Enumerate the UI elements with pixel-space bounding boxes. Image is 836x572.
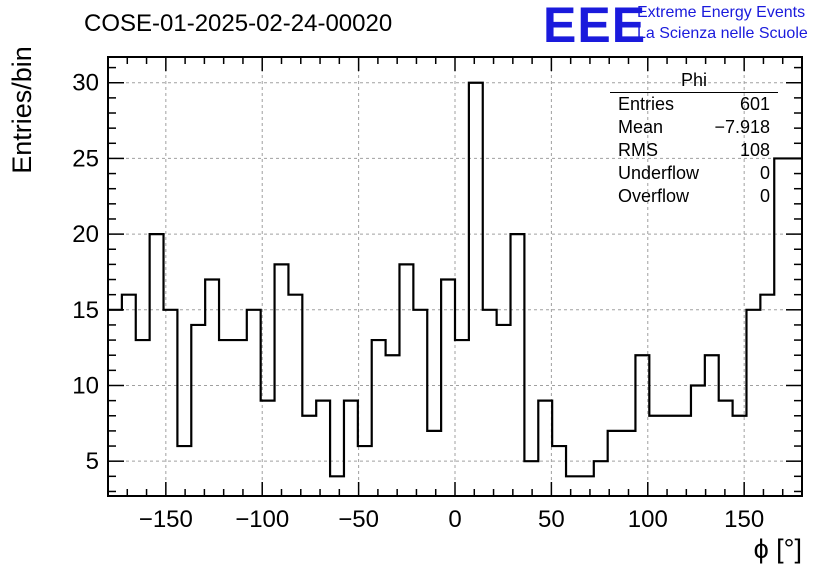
histogram-bin <box>524 461 538 496</box>
stats-value: 0 <box>759 186 770 206</box>
x-tick-label: −150 <box>139 506 193 533</box>
histogram-bin <box>594 461 608 496</box>
histogram-bin <box>136 340 150 496</box>
histogram-bin <box>164 310 178 496</box>
histogram-bin <box>622 431 636 496</box>
histogram-bin <box>483 310 497 496</box>
x-axis-label: ϕ [°] <box>753 534 802 564</box>
stats-row-mean: Mean −7.918 <box>610 116 778 139</box>
histogram-bin <box>663 416 677 496</box>
stats-value: −7.918 <box>714 117 770 137</box>
y-tick-label: 25 <box>72 145 99 172</box>
histogram-bin <box>635 355 649 496</box>
histogram-bin <box>427 431 441 496</box>
histogram-bin <box>177 446 191 496</box>
histogram-bin <box>511 234 525 496</box>
eee-logo: EEE <box>543 0 647 53</box>
histogram-bin <box>677 416 691 496</box>
histogram-bin <box>552 446 566 496</box>
y-tick-label: 5 <box>86 448 99 475</box>
histogram-bin <box>399 264 413 496</box>
stats-label: Overflow <box>618 186 690 206</box>
histogram-bin <box>386 355 400 496</box>
stats-row-entries: Entries 601 <box>610 93 778 116</box>
histogram-bin <box>205 280 219 496</box>
histogram-bin <box>455 340 469 496</box>
x-tick-label: 0 <box>448 506 461 533</box>
histogram-bin <box>150 234 164 496</box>
stats-label: Mean <box>618 117 664 137</box>
x-tick-label: −100 <box>235 506 289 533</box>
histogram-bin <box>316 401 330 496</box>
stats-title: Phi <box>610 70 778 93</box>
histogram-bin <box>691 385 705 496</box>
histogram-bin <box>413 310 427 496</box>
stats-row-overflow: Overflow 0 <box>610 185 778 208</box>
stats-value: 108 <box>739 140 770 160</box>
stats-label: Entries <box>618 94 675 114</box>
logo-line-1: Extreme Energy Events <box>637 4 806 21</box>
histogram-bin <box>358 446 372 496</box>
histogram-bin <box>760 295 774 496</box>
histogram-bin <box>469 83 483 496</box>
histogram-bin <box>538 401 552 496</box>
histogram-bin <box>247 310 261 496</box>
stats-value: 0 <box>759 163 770 183</box>
histogram-bin <box>219 340 233 496</box>
histogram-bin <box>497 325 511 496</box>
histogram-bin <box>122 295 136 496</box>
histogram-bin <box>566 476 580 496</box>
histogram-bin <box>441 280 455 496</box>
stats-row-underflow: Underflow 0 <box>610 162 778 185</box>
x-tick-label: 50 <box>538 506 565 533</box>
stats-box: Phi Entries 601 Mean −7.918 RMS 108 Unde… <box>610 70 778 208</box>
histogram-bin <box>302 416 316 496</box>
histogram-bin <box>372 340 386 496</box>
y-tick-label: 15 <box>72 297 99 324</box>
logo-line-2: La Scienza nelle Scuole <box>637 25 808 42</box>
histogram-bin <box>608 431 622 496</box>
y-tick-label: 10 <box>72 372 99 399</box>
x-tick-label: 150 <box>724 506 764 533</box>
histogram-bin <box>705 355 719 496</box>
histogram-bin <box>774 158 788 496</box>
histogram-bin <box>191 325 205 496</box>
histogram-bin <box>108 310 122 496</box>
y-tick-label: 30 <box>72 70 99 97</box>
histogram-bin <box>233 340 247 496</box>
histogram-bin <box>580 476 594 496</box>
histogram-bin <box>746 310 760 496</box>
histogram-bin <box>261 401 275 496</box>
y-tick-label: 20 <box>72 221 99 248</box>
histogram-step-line <box>108 81 802 478</box>
histogram-bin <box>344 401 358 496</box>
x-tick-label: 100 <box>628 506 668 533</box>
stats-label: Underflow <box>618 163 700 183</box>
histogram-bin <box>719 401 733 496</box>
stats-row-rms: RMS 108 <box>610 139 778 162</box>
stats-label: RMS <box>618 140 658 160</box>
stats-value: 601 <box>739 94 770 114</box>
y-axis-label: Entries/bin <box>6 46 37 174</box>
x-tick-label: −50 <box>338 506 379 533</box>
run-title: COSE-01-2025-02-24-00020 <box>84 10 393 37</box>
histogram-bin <box>649 416 663 496</box>
histogram-bin <box>288 295 302 496</box>
histogram-bin <box>330 476 344 496</box>
